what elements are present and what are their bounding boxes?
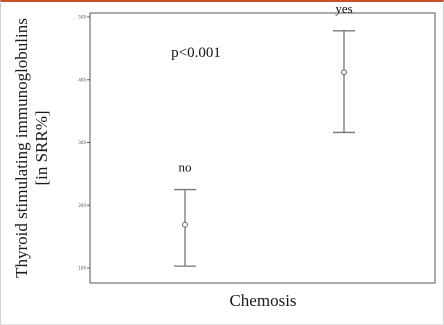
y-tick-label: 200 <box>78 203 86 208</box>
y-tick-label: 400 <box>78 77 86 82</box>
error-bars <box>174 30 355 267</box>
x-axis-label: Chemosis <box>229 291 296 310</box>
y-tick-label: 300 <box>78 140 86 145</box>
category-labels: no yes <box>179 1 353 175</box>
p-value-annotation: p<0.001 <box>171 45 221 61</box>
y-axis-label-line-2: [in SRR%] <box>32 110 51 185</box>
y-axis-ticks: 100 200 300 400 500 <box>78 15 90 271</box>
plot-area <box>89 12 436 284</box>
category-label-yes: yes <box>335 1 352 16</box>
mean-marker <box>182 221 188 228</box>
y-tick-label: 100 <box>78 266 86 271</box>
mean-marker <box>341 69 347 76</box>
y-tick-label: 500 <box>78 15 86 20</box>
category-label-no: no <box>179 160 192 175</box>
y-axis-label-line-1: Thyroid stimulating immunoglobulins <box>12 18 31 278</box>
